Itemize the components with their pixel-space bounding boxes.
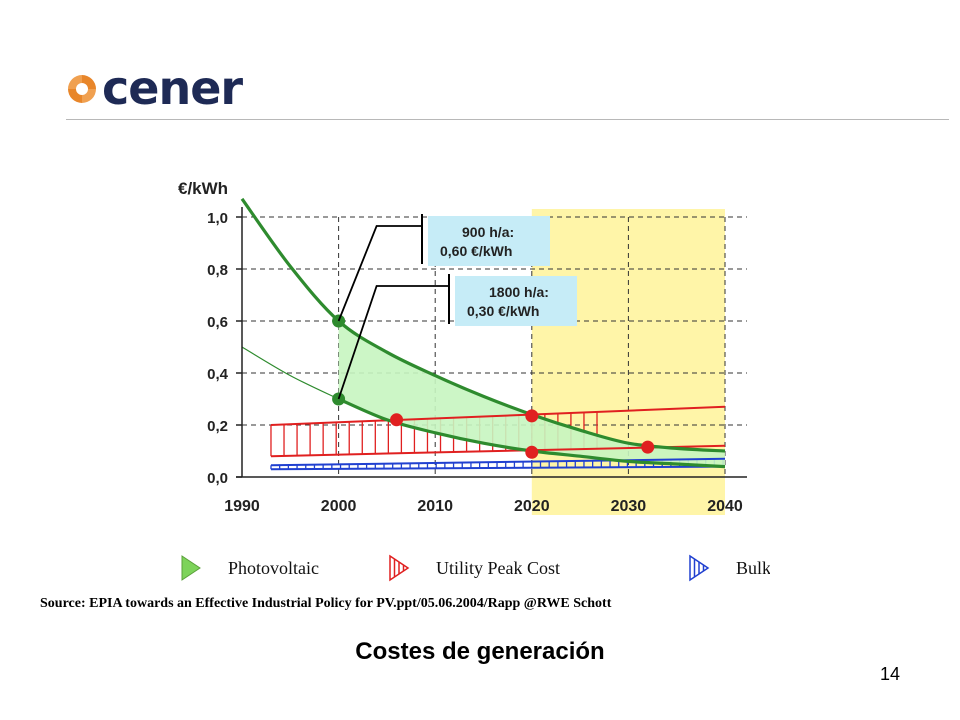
slide-caption: Costes de generación — [355, 638, 605, 665]
x-tick-label: 2030 — [611, 498, 647, 515]
x-tick-label: 2040 — [707, 498, 743, 515]
data-point-marker — [390, 413, 404, 427]
legend-label: Photovoltaic — [228, 558, 319, 578]
data-point-marker — [525, 445, 539, 459]
x-tick-label: 2000 — [321, 498, 357, 515]
y-tick-label: 0,6 — [207, 314, 228, 331]
legend-label: Bulk Cost — [736, 558, 770, 578]
y-tick-label: 0,0 — [207, 470, 228, 487]
y-tick-label: 1,0 — [207, 210, 228, 227]
legend-label: Utility Peak Cost — [436, 558, 560, 578]
annotation-leader-line — [337, 225, 422, 322]
x-tick-label: 2010 — [417, 498, 453, 515]
series-line — [270, 457, 726, 467]
annotation-box — [455, 276, 577, 326]
annotation-line1: 1800 h/a: — [489, 284, 549, 300]
series-line — [270, 465, 726, 471]
annotation-line2: 0,60 €/kWh — [440, 243, 512, 259]
data-point-marker — [525, 409, 539, 423]
annotation-line2: 0,30 €/kWh — [467, 303, 539, 319]
cener-swirl-icon — [68, 75, 96, 103]
generation-cost-chart: 0,0 0,2 0,4 0,6 0,8 1,0 1990 2000 2010 2020 2030 20… — [178, 179, 770, 582]
series-line-photovoltaic — [240, 197, 726, 453]
series-line — [270, 405, 726, 426]
y-tick-label: 0,4 — [207, 366, 229, 383]
x-tick-label: 2020 — [514, 498, 550, 515]
data-point-marker — [641, 440, 655, 454]
y-tick-label: 0,8 — [207, 262, 228, 279]
page-number: 14 — [880, 664, 901, 684]
legend-icon-photovoltaic — [181, 555, 201, 581]
cener-logo — [68, 75, 96, 103]
annotation-box — [428, 216, 550, 266]
y-tick-label: 0,2 — [207, 418, 228, 435]
cener-logo-text: cener — [102, 61, 243, 115]
annotation-leader-line — [337, 285, 449, 400]
x-tick-label: 1990 — [224, 498, 260, 515]
photovoltaic-band — [338, 321, 725, 467]
source-note: Source: EPIA towards an Effective Indust… — [40, 596, 612, 611]
annotation-line1: 900 h/a: — [462, 224, 514, 240]
header-divider — [66, 119, 949, 120]
y-axis-label: €/kWh — [178, 179, 228, 198]
photovoltaic-history-line — [241, 346, 339, 400]
